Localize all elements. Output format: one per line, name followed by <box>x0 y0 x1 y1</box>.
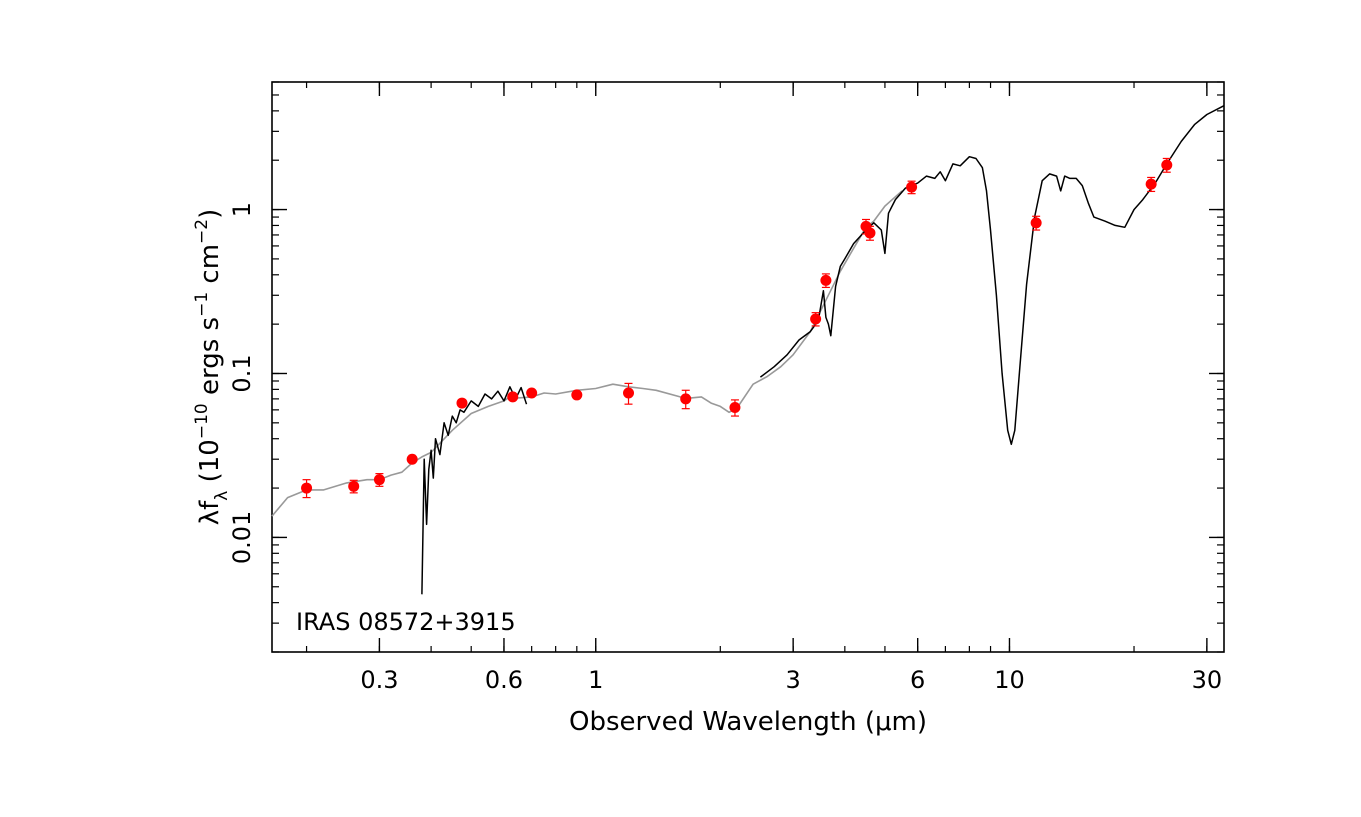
photometry-point <box>456 397 468 409</box>
x-tick-label: 3 <box>786 666 801 694</box>
y-tick-label: 0.01 <box>228 511 256 564</box>
photometry-point <box>348 480 360 492</box>
photometry-point <box>507 391 519 403</box>
photometry-point <box>373 474 385 486</box>
y-tick-label: 0.1 <box>228 354 256 392</box>
photometry-point <box>1030 217 1042 229</box>
x-tick-label: 10 <box>994 666 1025 694</box>
photometry-point <box>301 482 313 494</box>
photometry-points <box>301 157 1173 499</box>
x-tick-label: 6 <box>910 666 925 694</box>
x-tick-label: 0.3 <box>360 666 398 694</box>
series-layer <box>271 105 1225 595</box>
ir-spectrum-line <box>759 105 1225 446</box>
minor-ticks <box>272 81 1224 653</box>
photometry-point <box>680 393 692 405</box>
photometry-point <box>810 313 822 325</box>
photometry-point <box>406 453 418 465</box>
x-axis-label: Observed Wavelength (μm) <box>569 707 927 737</box>
optical-spectrum-line <box>421 386 528 595</box>
x-tick-labels: 0.3 0.6 1 3 6 10 30 <box>360 666 1222 694</box>
major-ticks <box>272 82 1224 652</box>
object-annotation: IRAS 08572+3915 <box>296 608 516 636</box>
x-tick-label: 1 <box>588 666 603 694</box>
photometry-point <box>729 402 741 414</box>
template-line <box>271 190 903 517</box>
photometry-point <box>864 227 876 239</box>
x-tick-label: 30 <box>1192 666 1223 694</box>
photometry-point <box>1145 178 1157 190</box>
y-axis-label: λfλ (10−10 ergs s−1 cm−2) <box>192 209 232 526</box>
y-tick-label: 1 <box>228 202 256 217</box>
x-tick-label: 0.6 <box>485 666 523 694</box>
photometry-point <box>1161 159 1173 171</box>
photometry-point <box>820 274 832 286</box>
photometry-point <box>623 387 635 399</box>
y-tick-labels: 0.01 0.1 1 <box>228 202 256 564</box>
photometry-point <box>571 389 583 401</box>
photometry-point <box>526 387 538 399</box>
plot-frame <box>271 81 1225 653</box>
photometry-point <box>906 181 918 193</box>
